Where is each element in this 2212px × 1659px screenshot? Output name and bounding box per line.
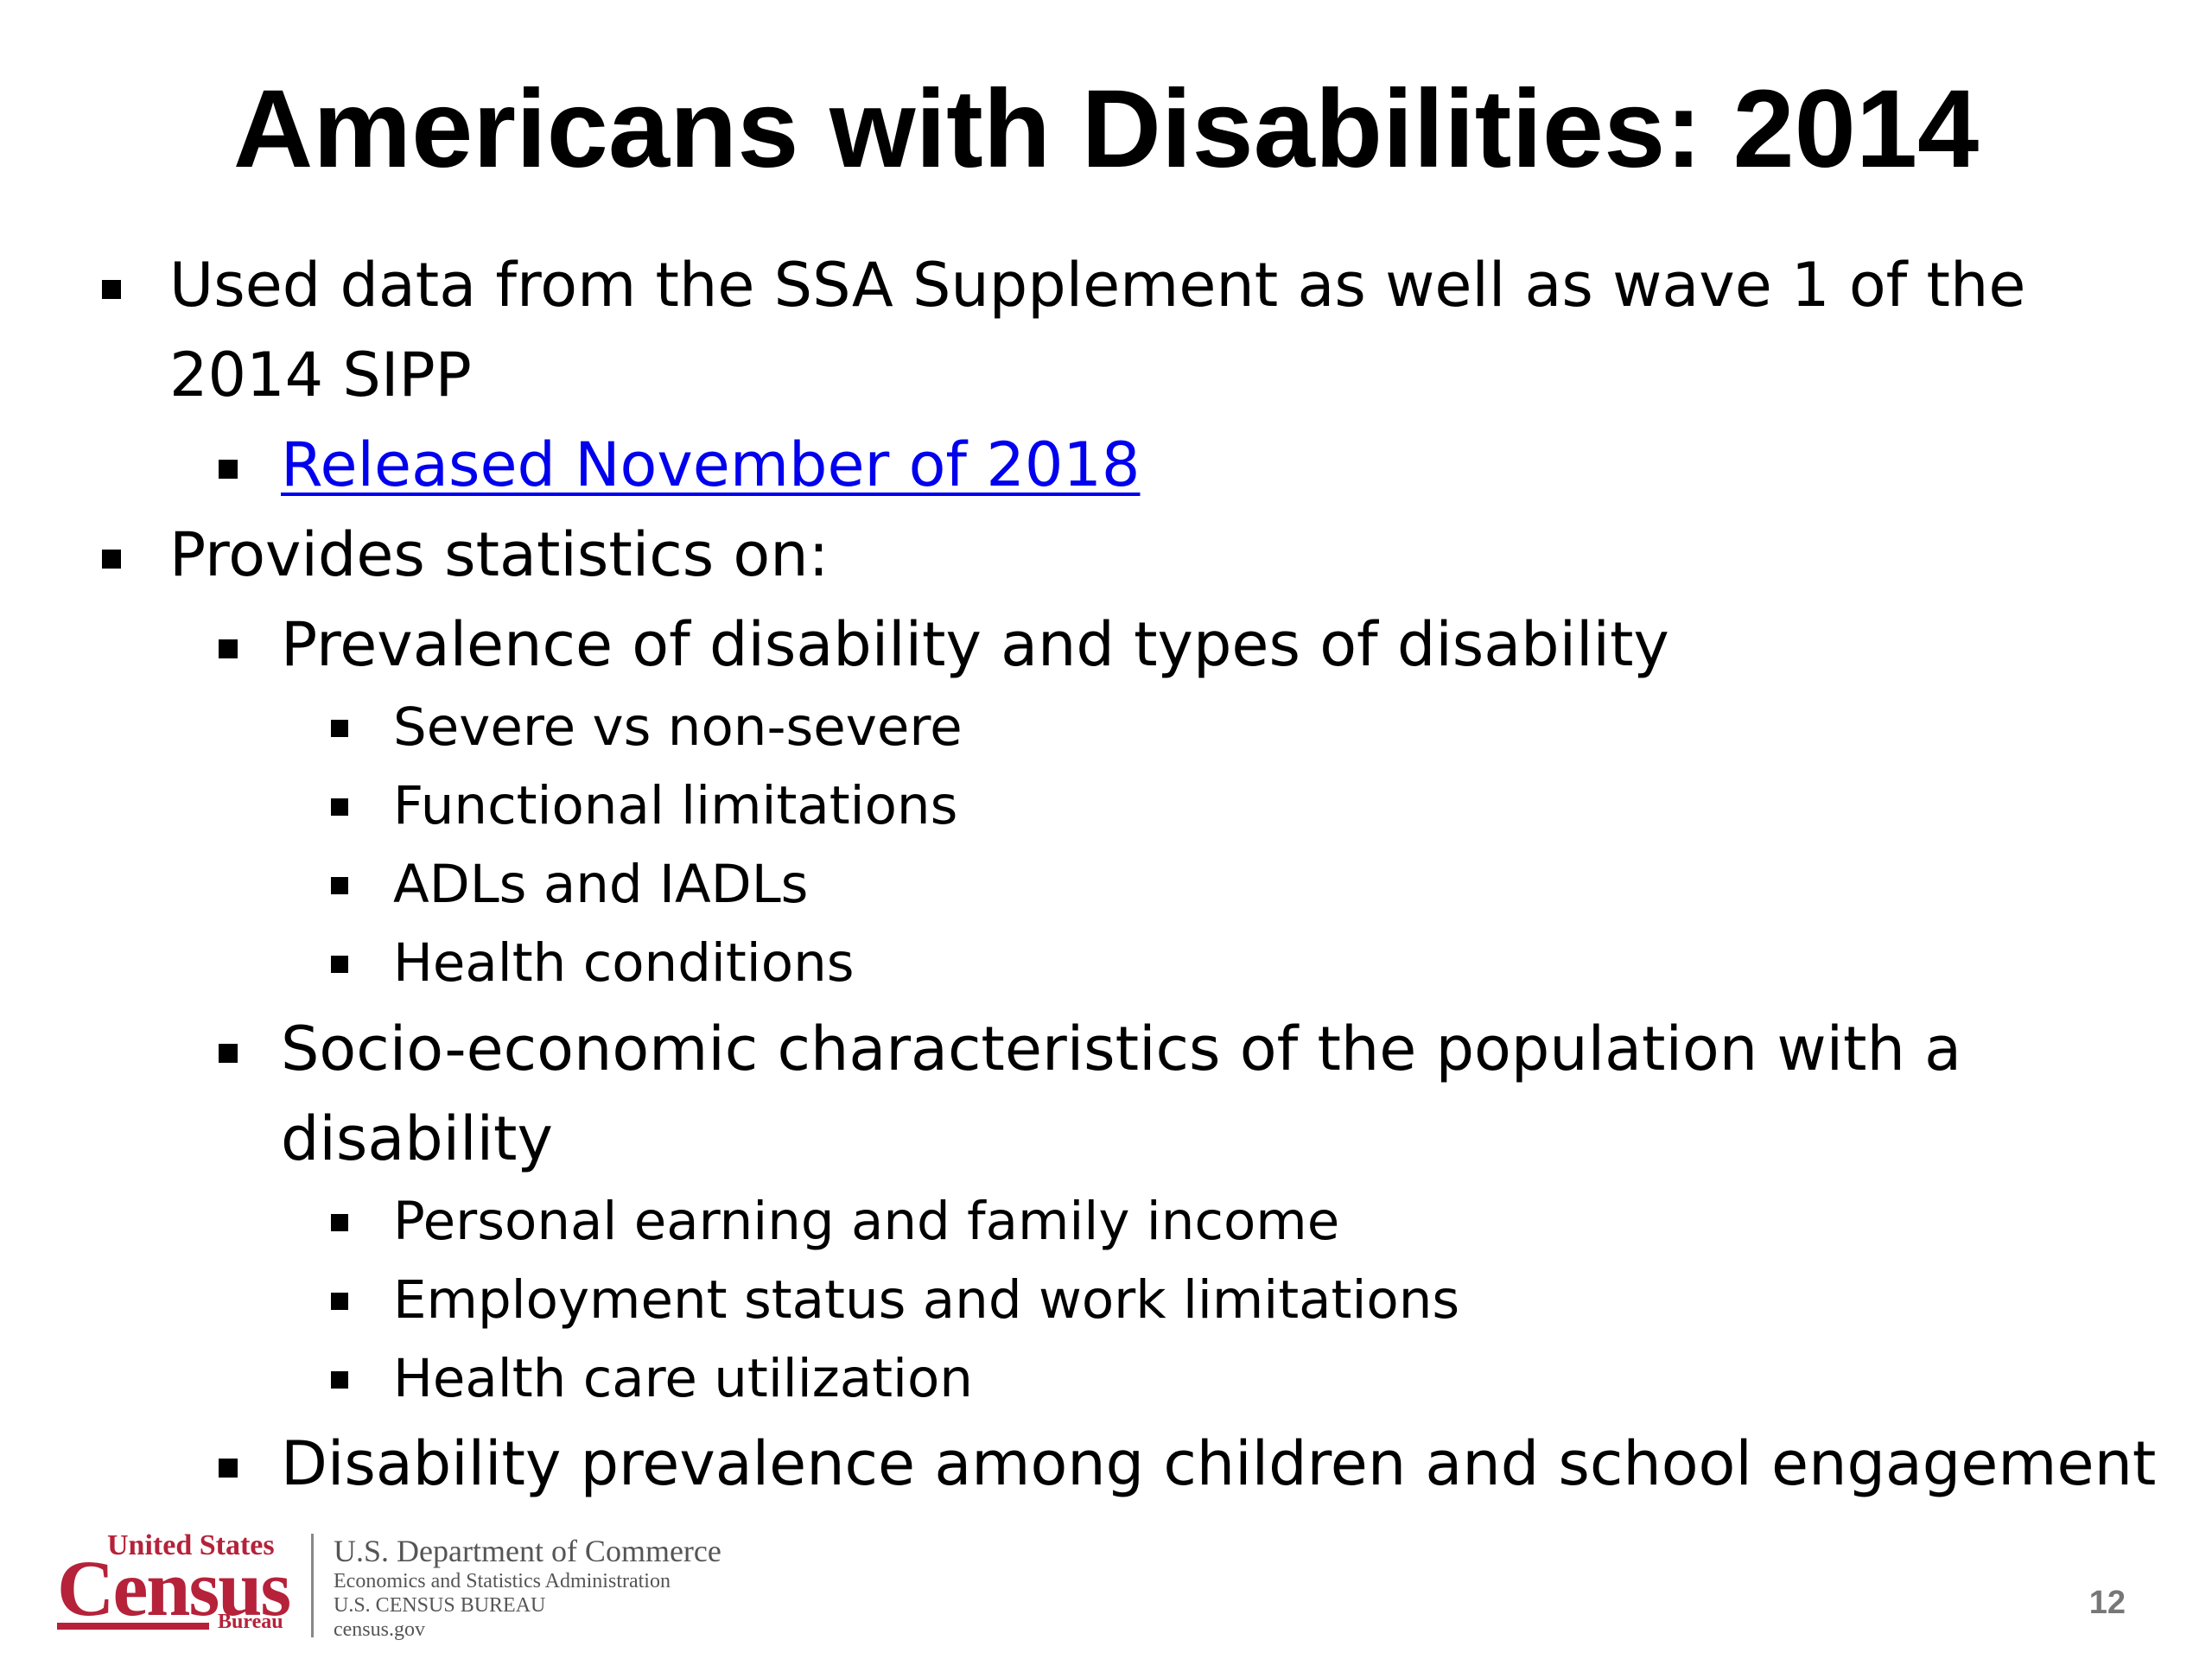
logo-underline-bar: [57, 1623, 209, 1630]
bullet-text: Health conditions: [393, 932, 855, 994]
bullet-text: Disability prevalence among children and…: [281, 1428, 2157, 1499]
dept-name: U.S. Department of Commerce: [334, 1534, 721, 1568]
footer-divider: [311, 1534, 314, 1637]
census-logo[interactable]: United States Census Bureau: [57, 1529, 316, 1642]
dept-bureau: U.S. CENSUS BUREAU: [334, 1594, 546, 1617]
bullet-marker: [102, 550, 121, 569]
bullet-text: disability: [281, 1103, 553, 1174]
bullet-text: Personal earning and family income: [393, 1191, 1340, 1252]
bullet-text: Prevalence of disability and types of di…: [281, 609, 1669, 680]
bullet-marker: [102, 280, 121, 299]
bullet-text: Used data from the SSA Supplement as wel…: [169, 250, 2026, 321]
logo-census-wordmark: Census: [57, 1544, 291, 1632]
bullet-text: Functional limitations: [393, 775, 958, 836]
bullet-marker: [219, 1044, 238, 1063]
bullet-text: 2014 SIPP: [169, 340, 472, 410]
bullet-marker: [331, 798, 348, 816]
bullet-marker: [219, 639, 238, 658]
bullet-text: Health care utilization: [393, 1348, 973, 1409]
bullet-marker: [331, 877, 348, 894]
logo-united-states: United States: [107, 1529, 275, 1561]
bullet-marker: [331, 1371, 348, 1389]
bullet-text: Severe vs non-severe: [393, 696, 963, 758]
bullet-text: Socio-economic characteristics of the po…: [281, 1014, 1961, 1084]
bullet-marker: [331, 956, 348, 973]
bullet-marker: [331, 1214, 348, 1231]
logo-bureau: Bureau: [218, 1611, 283, 1633]
bullet-text: Provides statistics on:: [169, 519, 830, 590]
dept-website: census.gov: [334, 1618, 425, 1641]
bullet-marker: [219, 460, 238, 479]
department-block: U.S. Department of Commerce Economics an…: [334, 1533, 721, 1642]
dept-subline: Economics and Statistics Administration: [334, 1570, 671, 1592]
slide-title: Americans with Disabilities: 2014: [232, 67, 1980, 191]
bullet-marker: [331, 1293, 348, 1310]
bullet-text: ADLs and IADLs: [393, 854, 809, 915]
release-link[interactable]: Released November of 2018: [281, 429, 1141, 500]
bullet-text: Employment status and work limitations: [393, 1269, 1460, 1331]
bullet-marker: [331, 720, 348, 737]
bullet-marker: [219, 1459, 238, 1478]
page-number: 12: [2088, 1585, 2126, 1621]
